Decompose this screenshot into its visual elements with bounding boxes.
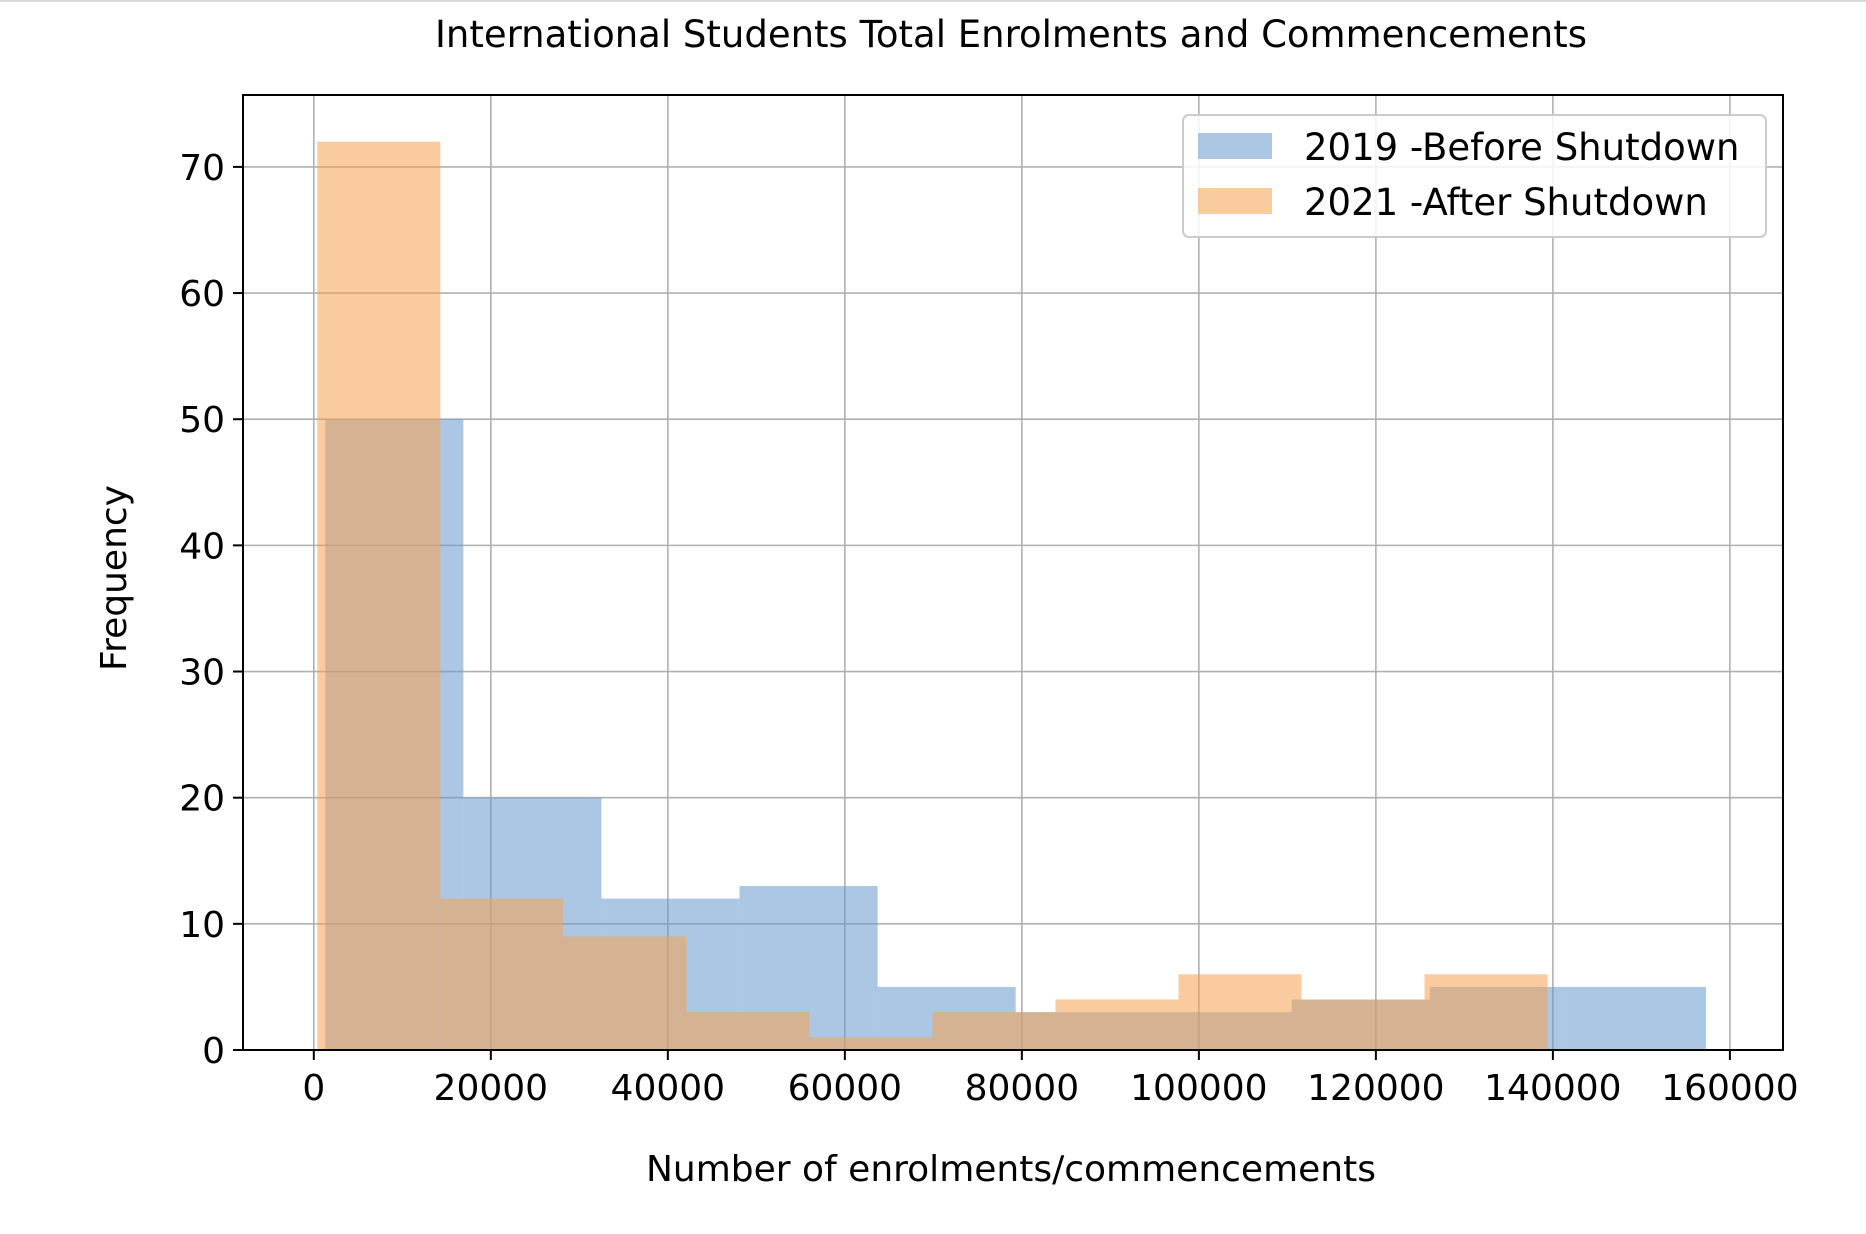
histogram-bar-2021 bbox=[440, 898, 564, 1050]
y-tick-label: 40 bbox=[179, 526, 225, 567]
y-tick-label: 10 bbox=[179, 905, 225, 946]
y-tick-label: 60 bbox=[179, 274, 225, 315]
x-tick-label: 160000 bbox=[1661, 1068, 1798, 1109]
x-tick-label: 120000 bbox=[1307, 1068, 1444, 1109]
histogram-bar-2021 bbox=[1055, 999, 1179, 1050]
legend-label-2019: 2019 -Before Shutdown bbox=[1304, 126, 1739, 169]
legend-swatch-2021 bbox=[1198, 188, 1272, 214]
histogram-bars bbox=[317, 141, 1706, 1051]
x-tick-label: 60000 bbox=[788, 1068, 903, 1109]
x-tick-label: 80000 bbox=[965, 1068, 1080, 1109]
histogram-bar-2021 bbox=[1178, 974, 1302, 1050]
legend-label-2021: 2021 -After Shutdown bbox=[1304, 181, 1708, 224]
y-tick-label: 0 bbox=[202, 1031, 225, 1072]
histogram-bar-2021 bbox=[1301, 999, 1425, 1050]
y-axis-label: Frequency bbox=[94, 485, 135, 671]
histogram-bar-2021 bbox=[317, 141, 441, 1050]
histogram-bar-2021 bbox=[932, 1012, 1056, 1050]
histogram-bar-2021 bbox=[809, 1037, 933, 1050]
x-tick-label: 0 bbox=[302, 1068, 325, 1109]
y-tick-label: 70 bbox=[179, 148, 225, 189]
x-tick-label: 140000 bbox=[1484, 1068, 1621, 1109]
plot-frame bbox=[242, 94, 1784, 1051]
y-tick-label: 30 bbox=[179, 653, 225, 694]
y-tick-label: 20 bbox=[179, 779, 225, 820]
x-tick-label: 40000 bbox=[611, 1068, 726, 1109]
histogram-bar-2021 bbox=[1424, 974, 1548, 1050]
histogram-bar-2021 bbox=[686, 1012, 810, 1050]
x-tick-label: 100000 bbox=[1130, 1068, 1267, 1109]
x-axis-label: Number of enrolments/commencements bbox=[646, 1149, 1376, 1190]
legend-swatch-2019 bbox=[1198, 133, 1272, 159]
axis-ticks: 0 20000 40000 60000 80000 100000 120000 140000 1… bbox=[179, 148, 1798, 1109]
y-tick-label: 50 bbox=[179, 400, 225, 441]
histogram-bar-2021 bbox=[563, 936, 687, 1050]
legend-frame bbox=[1182, 114, 1767, 238]
legend: 2019 -Before Shutdown 2021 -After Shutdo… bbox=[1182, 114, 1767, 238]
chart-title: International Students Total Enrolments … bbox=[435, 13, 1587, 56]
histogram-bar-2019 bbox=[1567, 986, 1706, 1050]
x-tick-label: 20000 bbox=[434, 1068, 549, 1109]
